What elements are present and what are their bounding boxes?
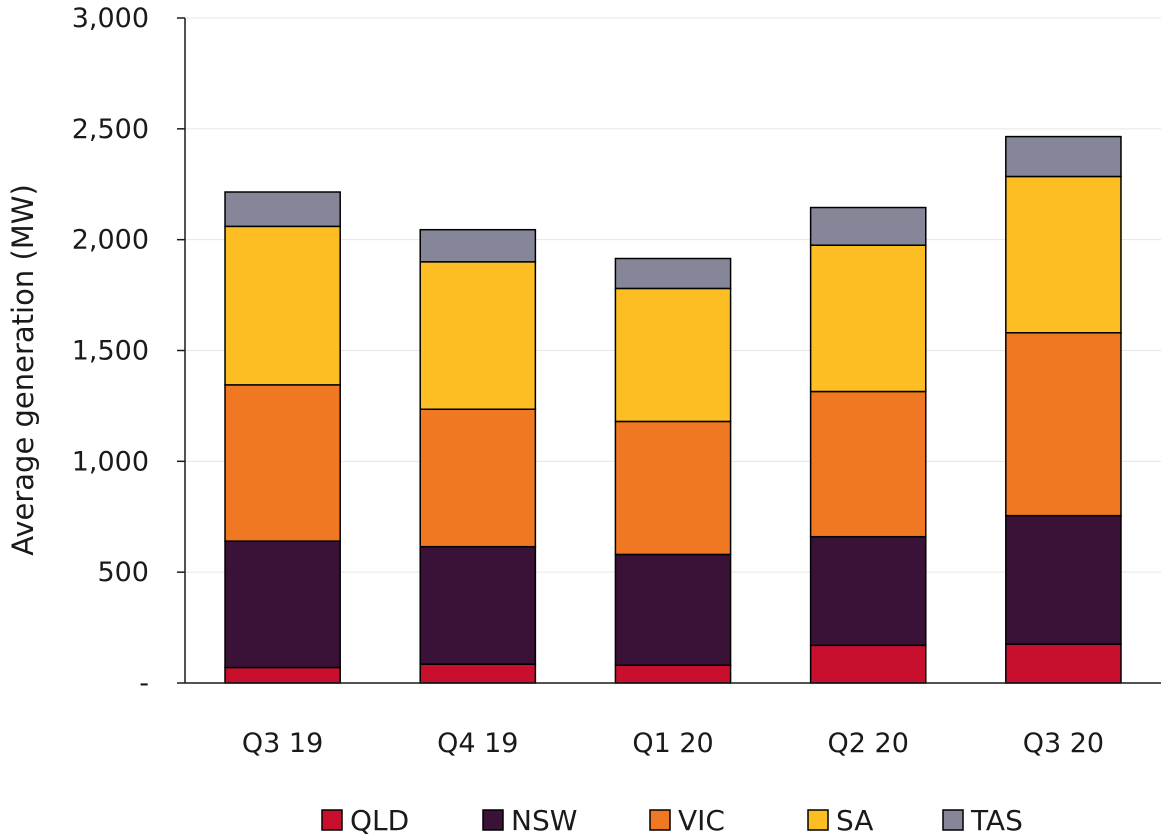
legend-label-qld: QLD [350,804,409,837]
y-tick-label: 1,000 [72,446,149,477]
bars [224,135,1122,684]
bar-segment-sa [809,244,927,393]
bar-segment-nsw [809,535,927,647]
x-tick-label: Q3 19 [242,728,323,759]
legend-label-nsw: NSW [511,804,577,837]
bar-segment-nsw [419,545,537,665]
bar-segment-tas [809,206,927,246]
y-axis-title: Average generation (MW) [6,184,40,556]
x-tick-label: Q2 20 [828,728,909,759]
legend-swatch-vic [649,809,671,831]
x-tick-label: Q1 20 [632,728,713,759]
bar-segment-vic [419,408,537,548]
bar-segment-sa [1005,175,1122,334]
legend-swatch-tas [942,809,964,831]
bar-segment-vic [809,390,927,538]
y-tick-label: 3,000 [72,3,149,34]
bar-segment-tas [1005,135,1122,178]
y-axis-ticks: - 500 1,000 1,500 2,000 2,500 3,000 [72,3,185,699]
bar-segment-qld [809,644,927,684]
x-tick-label: Q3 20 [1023,728,1104,759]
bar-segment-nsw [1005,514,1122,645]
y-tick-label: - [139,668,149,699]
bar-segment-qld [614,664,732,684]
y-tick-label: 500 [97,557,149,588]
legend-swatch-sa [807,809,829,831]
legend-swatch-nsw [482,809,504,831]
bar-segment-tas [419,228,537,263]
bar-segment-tas [614,257,732,290]
bar-segment-nsw [614,553,732,667]
bar-segment-sa [614,287,732,423]
legend-label-sa: SA [836,804,873,837]
legend: QLD NSW VIC SA TAS [321,804,1023,837]
y-tick-label: 2,500 [72,114,149,145]
legend-label-vic: VIC [678,804,725,837]
legend-swatch-qld [321,809,343,831]
legend-label-tas: TAS [970,804,1023,837]
bar-segment-qld [1005,643,1122,684]
bar-segment-vic [224,384,341,542]
bar-segment-qld [224,666,341,684]
bar-segment-nsw [224,540,341,669]
bar-segment-sa [224,225,341,386]
bar-segment-vic [1005,332,1122,517]
bar-segment-sa [419,261,537,410]
bar-segment-qld [419,663,537,684]
x-tick-label: Q4 19 [437,728,518,759]
bar-segment-tas [224,191,341,228]
y-tick-label: 2,000 [72,225,149,256]
bar-segment-vic [614,420,732,556]
x-axis-ticks: Q3 19 Q4 19 Q1 20 Q2 20 Q3 20 [242,728,1104,759]
y-tick-label: 1,500 [72,336,149,367]
